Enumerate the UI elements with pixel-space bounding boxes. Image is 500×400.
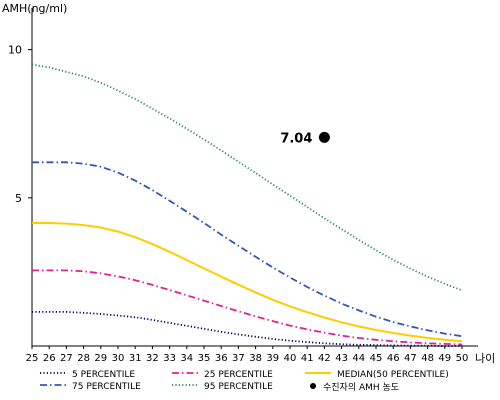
x-tick-label: 38 <box>249 353 262 364</box>
series-line-3 <box>32 222 463 343</box>
x-tick-label: 31 <box>129 353 142 364</box>
legend-label-4: 75 PERCENTILE <box>72 382 141 392</box>
x-axis-label: 나이 <box>475 352 495 365</box>
series-line-5 <box>31 63 463 292</box>
x-tick-label: 36 <box>215 353 228 364</box>
series-layer <box>31 63 463 347</box>
y-axis-label: AMH(ng/ml) <box>2 2 67 15</box>
legend-point-label: 수진자의 AMH 농도 <box>323 382 399 393</box>
x-tick-label: 40 <box>284 353 297 364</box>
x-tick-label: 43 <box>335 353 348 364</box>
legend-label-1: 5 PERCENTILE <box>72 370 135 380</box>
x-tick-label: 25 <box>26 353 39 364</box>
series-line-4 <box>32 161 463 338</box>
x-tick-label: 37 <box>232 353 245 364</box>
x-tick-label: 48 <box>421 353 434 364</box>
legend: 5 PERCENTILE 25 PERCENTILE MEDIAN(50 PERCE… <box>40 370 449 393</box>
x-tick-label: 29 <box>94 353 107 364</box>
x-tick-label: 39 <box>266 353 279 364</box>
x-tick-label: 33 <box>163 353 176 364</box>
legend-label-2: 25 PERCENTILE <box>204 370 273 380</box>
x-tick-label: 35 <box>198 353 211 364</box>
x-tick-label: 46 <box>387 353 400 364</box>
series-line-1 <box>32 310 462 347</box>
x-tick-label: 45 <box>370 353 383 364</box>
legend-label-5: 95 PERCENTILE <box>204 382 273 392</box>
x-tick-label: 50 <box>456 353 469 364</box>
legend-label-3: MEDIAN(50 PERCENTILE) <box>337 370 449 380</box>
patient-amh-point <box>318 131 330 143</box>
x-tick-label: 44 <box>352 353 365 364</box>
patient-point-layer: 7.04 <box>280 131 330 146</box>
x-tick-label: 26 <box>43 353 56 364</box>
patient-amh-label: 7.04 <box>280 131 312 146</box>
x-tick-label: 27 <box>60 353 73 364</box>
x-tick-label: 41 <box>301 353 314 364</box>
y-tick-label: 10 <box>8 44 22 57</box>
y-tick-label: 5 <box>15 192 22 205</box>
x-tick-label: 42 <box>318 353 331 364</box>
x-tick-label: 28 <box>77 353 90 364</box>
legend-point-marker <box>310 383 316 389</box>
x-tick-label: 32 <box>146 353 159 364</box>
x-tick-label: 34 <box>180 353 193 364</box>
x-tick-label: 49 <box>438 353 451 364</box>
axes: AMH(ng/ml) 5 10 25 26 27 28 29 30 31 32 33 34 35 36 37 3… <box>2 2 495 365</box>
series-line-2 <box>32 269 463 346</box>
x-tick-label: 30 <box>112 353 125 364</box>
x-tick-label: 47 <box>404 353 417 364</box>
